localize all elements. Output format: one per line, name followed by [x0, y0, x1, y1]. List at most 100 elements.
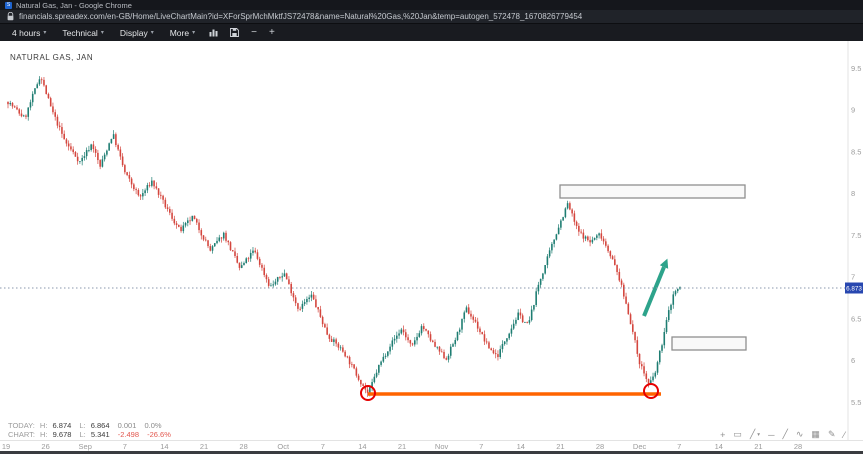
indicator-button[interactable]	[203, 24, 224, 41]
candle-body	[569, 203, 571, 210]
ray-tool-icon[interactable]: ╱	[782, 429, 788, 439]
candle-body	[13, 106, 16, 108]
candle-body	[186, 220, 189, 223]
candle-body	[629, 314, 632, 325]
up-arrow[interactable]	[642, 266, 666, 317]
timeframe-menu[interactable]: 4 hours ▾	[4, 24, 54, 41]
candle-body	[515, 319, 517, 324]
slash-tool-icon[interactable]: ⁄	[843, 429, 845, 440]
candle-body	[344, 351, 346, 357]
candle-body	[166, 207, 169, 209]
candle-body	[667, 310, 670, 321]
zoom-in-button[interactable]: +	[263, 24, 281, 41]
time-tick-label: 14	[358, 442, 366, 451]
support-touch-circle[interactable]	[360, 385, 376, 401]
candle-body	[362, 384, 364, 386]
candle-body	[391, 340, 394, 347]
candle-body	[283, 273, 286, 277]
save-button[interactable]	[224, 24, 245, 41]
time-axis[interactable]: 19 26 Sep 7 14 21 28 Oct 7 14 21 Nov 7 14 21 28 Dec 7 14 21…	[2, 442, 802, 451]
legend-today-row: TODAY: H: 6.874 L: 6.864 0.001 0.0%	[8, 421, 177, 430]
candle-body	[31, 93, 34, 103]
candle-body	[364, 385, 367, 390]
display-menu[interactable]: Display ▾	[112, 24, 162, 41]
up-arrow-head[interactable]	[659, 258, 669, 269]
candle-body	[573, 213, 576, 222]
candle-body	[566, 203, 569, 209]
candle-body	[290, 283, 292, 294]
candle-body	[49, 98, 52, 107]
candle-body	[521, 315, 524, 323]
candle-body	[373, 376, 376, 383]
candle-body	[195, 219, 198, 223]
candle-body	[265, 275, 268, 280]
candle-body	[470, 313, 472, 317]
candle-body	[508, 333, 510, 339]
candle-body	[551, 243, 553, 251]
candle-body	[83, 156, 86, 158]
price-axis[interactable]: 9.5 9 8.5 8 7.5 7 6.5 6 5.5	[851, 64, 861, 407]
horizontal-line-tool-icon[interactable]: ─	[768, 429, 775, 440]
more-menu[interactable]: More ▾	[162, 24, 203, 41]
trendline-tool-icon[interactable]: ╱	[749, 429, 756, 439]
candle-body	[467, 307, 470, 314]
candle-body	[54, 112, 56, 117]
candle-body	[661, 345, 663, 351]
resistance-box[interactable]	[671, 336, 747, 351]
candle-body	[173, 218, 176, 224]
chevron-down-icon: ▾	[192, 30, 196, 36]
candle-body	[398, 333, 400, 336]
candle-body	[602, 238, 605, 242]
browser-urlbar[interactable]: financials.spreadex.com/en-GB/Home/LiveC…	[0, 10, 863, 24]
crosshair-tool-icon[interactable]: +	[720, 429, 726, 440]
time-tick-label: 14	[517, 442, 525, 451]
candle-body	[447, 355, 450, 360]
candle-body	[321, 316, 324, 325]
candle-body	[481, 332, 484, 335]
measure-tool-icon[interactable]: ▭	[733, 429, 742, 439]
candle-body	[270, 285, 272, 287]
candle-body	[247, 258, 250, 260]
candle-body	[56, 116, 59, 126]
candle-body	[458, 329, 461, 332]
pattern-tool-icon[interactable]: ▦	[811, 429, 820, 439]
chart-symbol-title: NATURAL GAS, JAN	[10, 53, 94, 62]
candle-body	[285, 273, 288, 280]
time-tick-label: 14	[160, 442, 168, 451]
candle-body	[245, 258, 248, 264]
candle-body	[411, 343, 414, 345]
candle-body	[539, 278, 542, 285]
chevron-down-icon[interactable]: ▾	[757, 431, 761, 438]
candle-body	[43, 79, 45, 86]
candle-body	[346, 356, 349, 358]
support-touch-circle[interactable]	[643, 383, 659, 399]
resistance-box[interactable]	[559, 184, 746, 199]
price-chart[interactable]: 9.5 9 8.5 8 7.5 7 6.5 6 5.5 19 26 Sep 7 14 21 28 Oct 7 14 2…	[0, 41, 863, 451]
candle-body	[238, 262, 241, 268]
legend-today-change-pct: 0.0%	[144, 421, 162, 430]
technical-menu[interactable]: Technical ▾	[54, 24, 111, 41]
candle-body	[85, 150, 88, 157]
candle-body	[94, 149, 97, 153]
candle-body	[616, 264, 618, 273]
candle-body	[126, 172, 128, 176]
candle-body	[580, 231, 582, 233]
candle-body	[139, 195, 142, 197]
candle-body	[542, 273, 544, 279]
pencil-tool-icon[interactable]: ✎	[827, 429, 836, 439]
url-text[interactable]: financials.spreadex.com/en-GB/Home/LiveC…	[19, 12, 583, 21]
time-tick-label: 7	[123, 442, 127, 451]
candle-body	[431, 340, 434, 342]
candle-body	[106, 150, 108, 155]
candle-body	[337, 343, 340, 348]
candle-body	[7, 101, 9, 105]
candle-body	[564, 208, 567, 218]
zoom-out-button[interactable]: −	[245, 24, 263, 41]
chart-legend: TODAY: H: 6.874 L: 6.864 0.001 0.0% CHAR…	[8, 421, 177, 439]
wave-tool-icon[interactable]: ∿	[795, 429, 804, 439]
candle-body	[58, 125, 61, 128]
candle-body	[222, 232, 225, 239]
candle-body	[294, 297, 297, 304]
candle-body	[456, 331, 459, 341]
candle-body	[162, 195, 164, 200]
